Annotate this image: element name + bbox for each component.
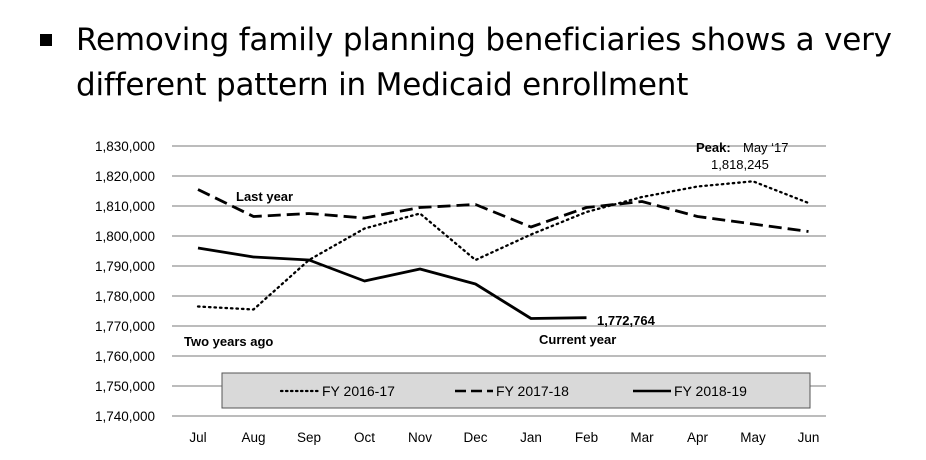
peak-month-label: May ‘17 <box>743 140 789 155</box>
y-tick-label: 1,780,000 <box>95 289 155 304</box>
x-tick-label: Mar <box>630 430 654 445</box>
y-tick-label: 1,800,000 <box>95 229 155 244</box>
series-line-fy-2017-18 <box>197 188 809 233</box>
y-tick-label: 1,820,000 <box>95 169 155 184</box>
slide-title-text: Removing family planning beneficiaries s… <box>76 22 892 103</box>
legend-label-fy2017-18: FY 2017-18 <box>496 383 569 399</box>
y-tick-label: 1,750,000 <box>95 379 155 394</box>
x-tick-label: Jul <box>189 430 206 445</box>
y-tick-label: 1,770,000 <box>95 319 155 334</box>
legend-label-fy2016-17: FY 2016-17 <box>322 383 395 399</box>
y-tick-label: 1,790,000 <box>95 259 155 274</box>
x-tick-label: Oct <box>354 430 375 445</box>
last-year-label: Last year <box>236 189 293 204</box>
peak-label: Peak: <box>696 140 731 155</box>
x-axis-ticks: Jul Aug Sep Oct Nov Dec Jan Feb Mar Apr May Jun <box>189 430 819 445</box>
y-tick-label: 1,740,000 <box>95 409 155 424</box>
x-tick-label: Sep <box>297 430 321 445</box>
x-tick-label: Nov <box>408 430 432 445</box>
current-year-label: Current year <box>539 332 616 347</box>
bullet-icon <box>40 34 52 46</box>
x-tick-label: Aug <box>241 430 265 445</box>
y-tick-label: 1,760,000 <box>95 349 155 364</box>
two-years-ago-label: Two years ago <box>184 334 273 349</box>
peak-value-label: 1,818,245 <box>711 157 769 172</box>
series-line-fy-2016-17 <box>196 180 810 311</box>
slide-title: Removing family planning beneficiaries s… <box>40 18 910 108</box>
x-tick-label: Jan <box>520 430 542 445</box>
chart-legend: FY 2016-17 FY 2017-18 FY 2018-19 <box>221 372 811 409</box>
legend-label-fy2018-19: FY 2018-19 <box>674 383 747 399</box>
x-tick-label: May <box>740 430 766 445</box>
chart-gridlines <box>172 145 826 417</box>
y-tick-label: 1,810,000 <box>95 199 155 214</box>
series-line-fy-2018-19 <box>197 246 587 320</box>
chart-series-lines <box>196 180 810 320</box>
x-tick-label: Feb <box>575 430 598 445</box>
x-tick-label: Jun <box>798 430 820 445</box>
current-value-label: 1,772,764 <box>597 313 656 328</box>
legend-box <box>221 372 811 409</box>
x-tick-label: Apr <box>687 430 709 445</box>
y-tick-label: 1,830,000 <box>95 139 155 154</box>
y-axis-ticks: 1,740,000 1,750,000 1,760,000 1,770,000 1,78… <box>95 139 155 424</box>
x-tick-label: Dec <box>463 430 487 445</box>
